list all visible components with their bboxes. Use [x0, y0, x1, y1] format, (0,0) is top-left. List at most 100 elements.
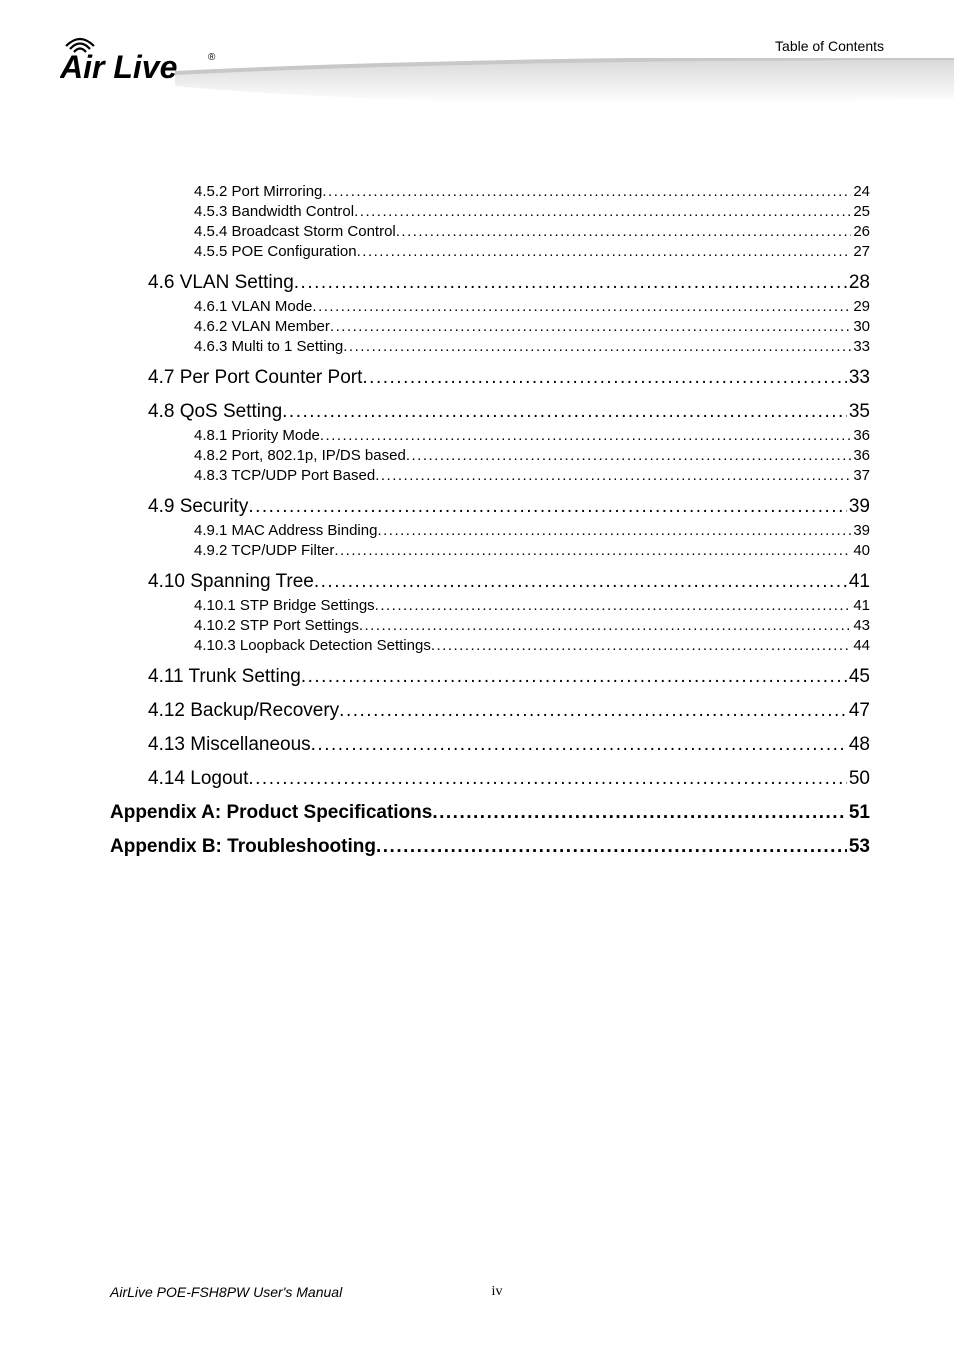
toc-leader: ........................................…	[322, 183, 851, 200]
toc-row: Appendix B: Troubleshooting.............…	[110, 836, 870, 858]
toc-leader: ........................................…	[312, 298, 851, 315]
header-label: Table of Contents	[775, 38, 884, 54]
toc-leader: ........................................…	[359, 617, 851, 634]
toc-row: 4.9 Security............................…	[148, 496, 870, 518]
toc-label: 4.8.3 TCP/UDP Port Based	[194, 467, 375, 484]
toc-label: 4.10.3 Loopback Detection Settings	[194, 637, 431, 654]
toc-leader: ........................................…	[431, 637, 851, 654]
toc-label: Appendix A: Product Specifications	[110, 802, 432, 824]
toc-row: 4.8 QoS Setting.........................…	[148, 401, 870, 423]
toc-leader: ........................................…	[377, 522, 851, 539]
footer-manual-title: AirLive POE-FSH8PW User's Manual	[110, 1284, 342, 1300]
toc-row: 4.6 VLAN Setting........................…	[148, 272, 870, 294]
toc-row: 4.10.3 Loopback Detection Settings......…	[194, 637, 870, 654]
toc-page: 33	[847, 367, 870, 389]
toc-page: 41	[847, 571, 870, 593]
toc-leader: ........................................…	[314, 571, 847, 593]
toc-label: 4.6.2 VLAN Member	[194, 318, 330, 335]
toc-label: 4.7 Per Port Counter Port	[148, 367, 362, 389]
toc-label: 4.9 Security	[148, 496, 248, 518]
toc-page: 30	[851, 318, 870, 335]
toc-row: 4.10.2 STP Port Settings................…	[194, 617, 870, 634]
toc-row: 4.5.3 Bandwidth Control.................…	[194, 203, 870, 220]
toc-row: 4.6.2 VLAN Member.......................…	[194, 318, 870, 335]
toc-page: 26	[851, 223, 870, 240]
toc-label: 4.9.1 MAC Address Binding	[194, 522, 377, 539]
toc-label: 4.5.2 Port Mirroring	[194, 183, 322, 200]
toc-page: 53	[847, 836, 870, 858]
toc-leader: ........................................…	[343, 338, 851, 355]
toc-leader: ........................................…	[330, 318, 851, 335]
toc-page: 45	[847, 666, 870, 688]
toc-leader: ........................................…	[362, 367, 846, 389]
toc-page: 43	[851, 617, 870, 634]
toc-leader: ........................................…	[311, 734, 847, 756]
svg-text:®: ®	[208, 52, 216, 63]
toc-row: 4.13 Miscellaneous......................…	[148, 734, 870, 756]
toc-page: 33	[851, 338, 870, 355]
toc-row: 4.12 Backup/Recovery....................…	[148, 700, 870, 722]
toc-row: 4.14 Logout.............................…	[148, 768, 870, 790]
toc-label: 4.8 QoS Setting	[148, 401, 282, 423]
toc-page: 29	[851, 298, 870, 315]
toc-page: 25	[851, 203, 870, 220]
toc-page: 44	[851, 637, 870, 654]
toc-row: Appendix A: Product Specifications......…	[110, 802, 870, 824]
toc-page: 27	[851, 243, 870, 260]
toc-leader: ........................................…	[294, 272, 847, 294]
toc-page: 35	[847, 401, 870, 423]
toc-row: 4.9.1 MAC Address Binding...............…	[194, 522, 870, 539]
toc-leader: ........................................…	[375, 597, 852, 614]
toc-leader: ........................................…	[406, 447, 852, 464]
toc-page: 37	[851, 467, 870, 484]
toc-row: 4.5.5 POE Configuration.................…	[194, 243, 870, 260]
toc-row: 4.9.2 TCP/UDP Filter....................…	[194, 542, 870, 559]
toc-leader: ........................................…	[282, 401, 847, 423]
toc-page: 41	[851, 597, 870, 614]
toc-leader: ........................................…	[357, 243, 852, 260]
toc-leader: ........................................…	[354, 203, 851, 220]
toc-label: 4.10 Spanning Tree	[148, 571, 314, 593]
toc-page: 40	[851, 542, 870, 559]
toc-row: 4.10.1 STP Bridge Settings..............…	[194, 597, 870, 614]
toc-label: 4.5.3 Bandwidth Control	[194, 203, 354, 220]
toc-content: 4.5.2 Port Mirroring....................…	[110, 180, 870, 862]
page-header: Table of Contents Air Live ®	[0, 0, 954, 130]
toc-row: 4.6.3 Multi to 1 Setting................…	[194, 338, 870, 355]
toc-label: 4.10.1 STP Bridge Settings	[194, 597, 375, 614]
toc-label: 4.13 Miscellaneous	[148, 734, 311, 756]
toc-leader: ........................................…	[432, 802, 847, 824]
toc-label: 4.6.1 VLAN Mode	[194, 298, 312, 315]
toc-label: 4.6 VLAN Setting	[148, 272, 294, 294]
toc-label: Appendix B: Troubleshooting	[110, 836, 376, 858]
toc-leader: ........................................…	[396, 223, 852, 240]
footer-page-number: iv	[492, 1284, 503, 1300]
toc-page: 39	[851, 522, 870, 539]
toc-label: 4.6.3 Multi to 1 Setting	[194, 338, 343, 355]
toc-page: 51	[847, 802, 870, 824]
toc-page: 36	[851, 427, 870, 444]
toc-label: 4.8.2 Port, 802.1p, IP/DS based	[194, 447, 406, 464]
toc-row: 4.11 Trunk Setting......................…	[148, 666, 870, 688]
toc-row: 4.8.2 Port, 802.1p, IP/DS based.........…	[194, 447, 870, 464]
page-footer: AirLive POE-FSH8PW User's Manual iv	[110, 1284, 884, 1300]
toc-row: 4.8.1 Priority Mode.....................…	[194, 427, 870, 444]
toc-page: 36	[851, 447, 870, 464]
toc-row: 4.10 Spanning Tree......................…	[148, 571, 870, 593]
toc-page: 48	[847, 734, 870, 756]
toc-leader: ........................................…	[339, 700, 847, 722]
toc-page: 39	[847, 496, 870, 518]
toc-leader: ........................................…	[334, 542, 851, 559]
header-sweep-graphic	[175, 58, 954, 118]
toc-leader: ........................................…	[320, 427, 851, 444]
toc-label: 4.5.5 POE Configuration	[194, 243, 357, 260]
toc-row: 4.7 Per Port Counter Port...............…	[148, 367, 870, 389]
toc-label: 4.12 Backup/Recovery	[148, 700, 339, 722]
toc-leader: ........................................…	[248, 768, 846, 790]
toc-row: 4.5.2 Port Mirroring....................…	[194, 183, 870, 200]
toc-label: 4.5.4 Broadcast Storm Control	[194, 223, 396, 240]
toc-label: 4.8.1 Priority Mode	[194, 427, 320, 444]
toc-label: 4.14 Logout	[148, 768, 248, 790]
toc-row: 4.5.4 Broadcast Storm Control...........…	[194, 223, 870, 240]
toc-label: 4.9.2 TCP/UDP Filter	[194, 542, 334, 559]
